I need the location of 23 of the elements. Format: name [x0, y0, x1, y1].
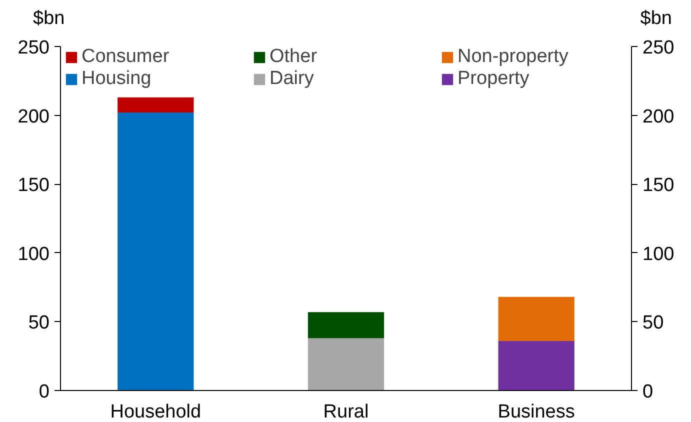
y2-tick-label: 150 [642, 175, 674, 196]
x-tick-label: Rural [323, 402, 369, 422]
y2-tick-label: 100 [642, 244, 674, 265]
legend-label: Property [458, 68, 530, 90]
legend-label: Other [270, 46, 318, 68]
y2-tick-label: 50 [642, 312, 664, 334]
y2-tick-label: 0 [642, 382, 654, 402]
y2-tick-label: 250 [642, 38, 674, 58]
y-axis-title: $bn [33, 7, 65, 31]
y-tick-label: 100 [18, 244, 50, 265]
y-tick-label: 50 [28, 312, 50, 334]
legend-label: Non-property [458, 46, 570, 68]
legend-label: Consumer [82, 46, 170, 68]
legend-label: Dairy [270, 68, 315, 90]
x-tick-label: Household [110, 402, 202, 422]
legend-label: Housing [82, 68, 152, 90]
y2-axis-title: $bn [640, 7, 672, 31]
y-tick-label: 150 [18, 175, 50, 196]
y-tick-label: 0 [38, 382, 50, 402]
y2-tick-label: 200 [642, 106, 674, 128]
y-tick-label: 250 [18, 38, 50, 58]
x-tick-label: Business [498, 402, 575, 422]
y-tick-label: 200 [18, 106, 50, 128]
